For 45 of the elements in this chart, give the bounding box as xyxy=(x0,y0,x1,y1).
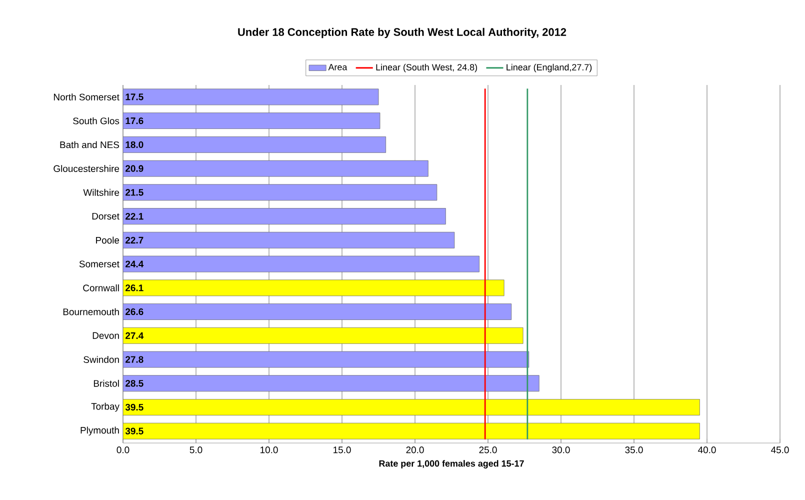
data-label: 22.1 xyxy=(126,212,144,220)
data-label: 39.5 xyxy=(125,404,144,411)
x-tick-label: 35.0 xyxy=(625,446,643,454)
y-tick-label: Cornwall xyxy=(83,284,119,292)
y-tick-label: Bournemouth xyxy=(63,308,119,316)
y-tick-label: Gloucestershire xyxy=(54,165,120,172)
data-label: 20.9 xyxy=(126,165,144,172)
data-label: 27.8 xyxy=(126,356,144,363)
y-tick-label: Dorset xyxy=(92,212,120,220)
x-tick-label: 10.0 xyxy=(260,446,278,454)
data-label: 17.5 xyxy=(126,94,144,100)
data-label: 21.5 xyxy=(126,189,144,196)
legend-label: Linear (England,27.7) xyxy=(506,64,592,72)
legend-label: Linear (South West, 24.8) xyxy=(376,64,477,72)
x-axis-title: Rate per 1,000 females aged 15-17 xyxy=(379,460,524,468)
y-tick-label: Somerset xyxy=(79,260,120,268)
x-tick-label: 30.0 xyxy=(552,446,570,454)
data-label: 28.5 xyxy=(126,380,144,387)
y-tick-label: Bristol xyxy=(94,380,119,387)
y-tick-label: North Somerset xyxy=(54,93,120,100)
data-label: 26.1 xyxy=(126,284,144,292)
x-tick-label: 20.0 xyxy=(406,446,424,454)
x-tick-label: 5.0 xyxy=(190,446,202,454)
y-tick-label: Poole xyxy=(96,236,120,244)
y-tick-label: Plymouth xyxy=(80,426,119,436)
y-tick-label: Wiltshire xyxy=(83,188,120,196)
x-tick-label: 40.0 xyxy=(698,446,716,454)
x-tick-label: 25.0 xyxy=(479,446,497,454)
x-tick-label: 0.0 xyxy=(116,446,130,454)
data-label: 26.6 xyxy=(126,308,144,316)
y-tick-label: Torbay xyxy=(91,402,120,412)
x-tick-label: 45.0 xyxy=(771,446,789,454)
y-tick-label: Swindon xyxy=(84,356,119,363)
data-label: 27.4 xyxy=(126,332,144,339)
data-label: 39.5 xyxy=(125,428,144,434)
legend-label: Area xyxy=(328,64,348,70)
chart-title: Under 18 Conception Rate by South West Local Authority, 2012 xyxy=(238,28,566,38)
data-label: 17.6 xyxy=(126,117,144,124)
data-label: 22.7 xyxy=(126,236,144,244)
y-tick-label: South Glos xyxy=(73,117,120,124)
data-label: 24.4 xyxy=(126,260,144,268)
data-label: 18.0 xyxy=(126,141,144,148)
x-tick-label: 15.0 xyxy=(334,446,351,454)
y-tick-label: Bath and NES xyxy=(60,141,120,148)
y-tick-label: Devon xyxy=(92,332,119,339)
